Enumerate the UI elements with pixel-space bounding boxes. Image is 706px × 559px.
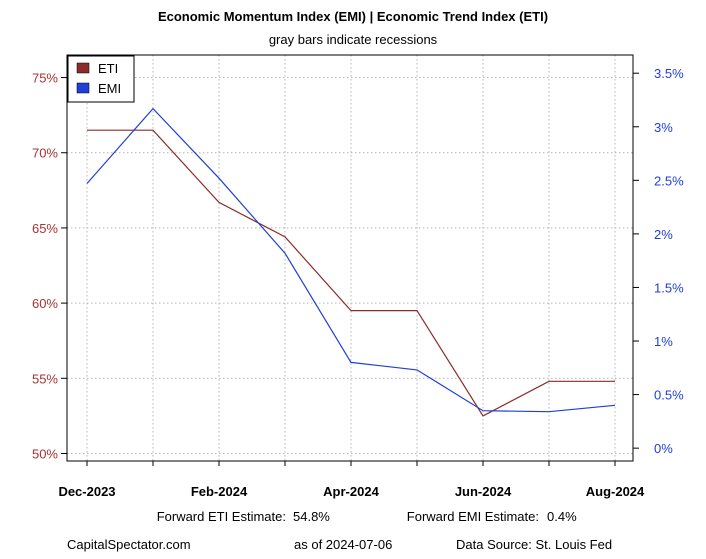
emi-estimate-value: 0.4% (547, 509, 577, 524)
source-site: CapitalSpectator.com (67, 537, 191, 552)
y-left-tick-label: 75% (32, 71, 58, 86)
y-right-tick-label: 0% (654, 441, 673, 456)
legend-eti-label: ETI (98, 61, 118, 76)
eti-estimate-label: Forward ETI Estimate: (157, 509, 286, 524)
y-right-tick-label: 1.5% (654, 280, 684, 295)
legend: ETI EMI (67, 55, 135, 103)
legend-eti-swatch (76, 62, 90, 74)
y-right-tick-label: 2.5% (654, 173, 684, 188)
x-tick-label: Aug-2024 (586, 484, 645, 499)
y-right-tick-label: 3% (654, 120, 673, 135)
chart-title: Economic Momentum Index (EMI) | Economic… (158, 9, 548, 24)
legend-emi-swatch (76, 82, 90, 94)
y-left-tick-label: 65% (32, 221, 58, 236)
y-left-tick-label: 50% (32, 446, 58, 461)
data-source: Data Source: St. Louis Fed (456, 537, 612, 552)
x-tick-label: Dec-2023 (58, 484, 115, 499)
series-line-eti (87, 129, 615, 417)
emi-estimate-label: Forward EMI Estimate: (407, 509, 539, 524)
plot-area-border (66, 54, 634, 462)
chart-subtitle: gray bars indicate recessions (269, 32, 438, 47)
y-left-tick-label: 55% (32, 371, 58, 386)
y-left-tick-label: 70% (32, 146, 58, 161)
y-right-tick-label: 0.5% (654, 388, 684, 403)
x-tick-label: Jun-2024 (455, 484, 512, 499)
eti-estimate-value: 54.8% (293, 509, 330, 524)
series-lines (86, 107, 616, 417)
y-right-tick-label: 1% (654, 334, 673, 349)
y-right-tick-label: 2% (654, 227, 673, 242)
series-line-emi (86, 107, 616, 413)
legend-emi-label: EMI (98, 81, 121, 96)
as-of-date: as of 2024-07-06 (294, 537, 392, 552)
x-tick-label: Apr-2024 (323, 484, 379, 499)
y-left-tick-label: 60% (32, 296, 58, 311)
axes: 50% 55% 60% 65% 70% 75% 0% 0.5% 1% 1.5% 2% 2.5% 3% 3.… (32, 66, 684, 499)
x-tick-label: Feb-2024 (191, 484, 248, 499)
footer: Forward ETI Estimate: 54.8% Forward EMI … (67, 509, 612, 552)
grid (67, 55, 633, 461)
y-right-tick-label: 3.5% (654, 66, 684, 81)
